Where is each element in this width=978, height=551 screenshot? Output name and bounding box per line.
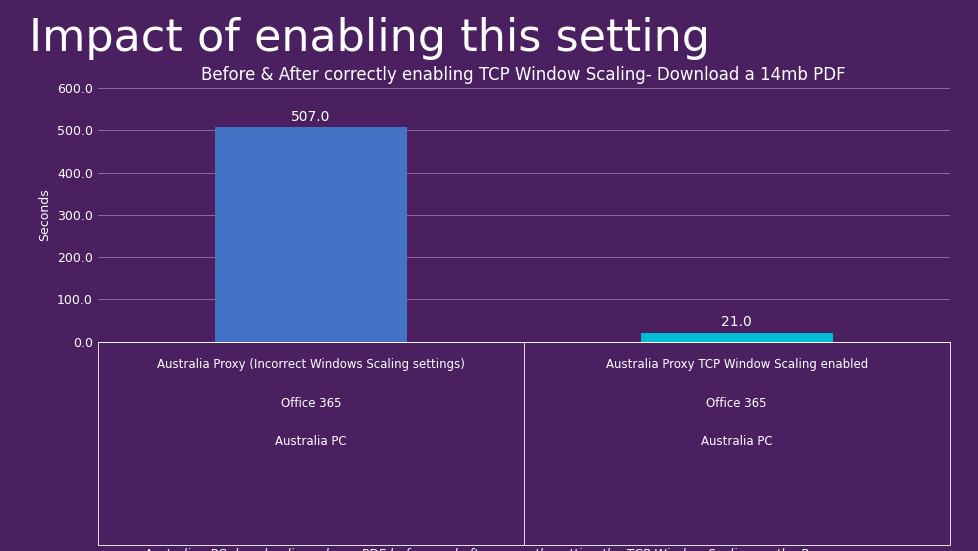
Text: 21.0: 21.0 bbox=[721, 315, 751, 329]
Text: Australian PC downloading a large PDF before and after correctly setting the TCP: Australian PC downloading a large PDF be… bbox=[143, 548, 835, 551]
Y-axis label: Seconds: Seconds bbox=[38, 188, 52, 241]
Text: 507.0: 507.0 bbox=[290, 110, 331, 124]
Bar bbox=[215, 127, 406, 342]
Text: Office 365: Office 365 bbox=[281, 397, 340, 410]
Text: Australia Proxy (Incorrect Windows Scaling settings): Australia Proxy (Incorrect Windows Scali… bbox=[156, 358, 465, 371]
Text: Australia PC: Australia PC bbox=[700, 435, 772, 449]
Title: Before & After correctly enabling TCP Window Scaling- Download a 14mb PDF: Before & After correctly enabling TCP Wi… bbox=[201, 66, 845, 84]
Text: Australia Proxy TCP Window Scaling enabled: Australia Proxy TCP Window Scaling enabl… bbox=[605, 358, 867, 371]
Text: Impact of enabling this setting: Impact of enabling this setting bbox=[29, 17, 710, 60]
Bar bbox=[641, 333, 831, 342]
Text: Office 365: Office 365 bbox=[706, 397, 766, 410]
Text: Australia PC: Australia PC bbox=[275, 435, 346, 449]
